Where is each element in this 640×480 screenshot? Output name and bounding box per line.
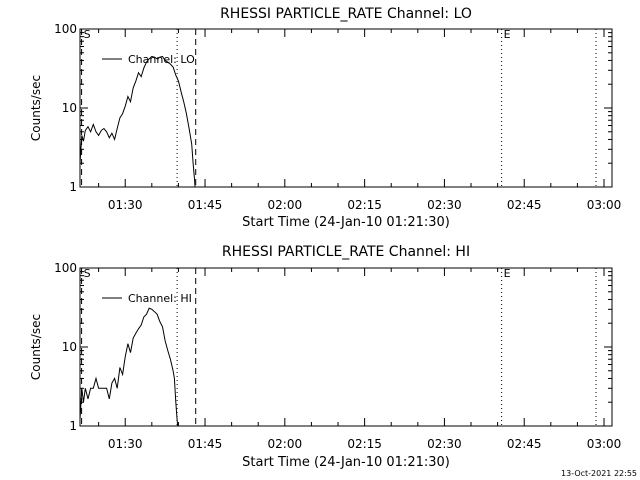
x-tick-label: 02:30	[427, 198, 462, 212]
x-tick-label: 02:30	[427, 437, 462, 451]
y-tick-label: 100	[54, 22, 77, 36]
y-axis-label: Counts/sec	[29, 314, 43, 380]
series-line	[80, 55, 196, 187]
y-axis-label: Counts/sec	[29, 75, 43, 141]
y-tick-label: 10	[62, 340, 77, 354]
chart-title: RHESSI PARTICLE_RATE Channel: HI	[222, 244, 470, 260]
time-marker-label: S	[84, 267, 91, 280]
x-tick-label: 02:45	[507, 198, 542, 212]
time-marker-label: S	[84, 28, 91, 41]
y-tick-label: 100	[54, 261, 77, 275]
x-tick-label: 01:30	[108, 437, 143, 451]
x-tick-label: 03:00	[587, 437, 622, 451]
chart-panel-2: RHESSI PARTICLE_RATE Channel: HI 01:30 01:…	[29, 244, 621, 470]
x-tick-label: 03:00	[587, 198, 622, 212]
x-tick-label: 02:00	[268, 437, 303, 451]
x-axis-label: Start Time (24-Jan-10 01:21:30)	[242, 455, 450, 470]
x-tick-label: 01:45	[188, 437, 223, 451]
x-tick-label: 02:45	[507, 437, 542, 451]
series-line	[80, 307, 179, 426]
chart-title: RHESSI PARTICLE_RATE Channel: LO	[220, 6, 472, 22]
x-tick-label: 01:45	[188, 198, 223, 212]
legend-label: Channel: LO	[128, 53, 195, 66]
chart-panel-1: RHESSI PARTICLE_RATE Channel: LO 01:30 01:…	[29, 6, 621, 230]
x-tick-label: 02:15	[347, 198, 382, 212]
time-marker-label: E	[504, 28, 511, 41]
y-tick-label: 1	[69, 419, 77, 433]
x-tick-label: 01:30	[108, 198, 143, 212]
legend-label: Channel: HI	[128, 292, 192, 305]
x-tick-label: 02:15	[347, 437, 382, 451]
y-tick-label: 1	[69, 180, 77, 194]
x-tick-label: 02:00	[268, 198, 303, 212]
x-axis-label: Start Time (24-Jan-10 01:21:30)	[242, 215, 450, 230]
y-tick-label: 10	[62, 101, 77, 115]
footer-timestamp: 13-Oct-2021 22:55	[561, 469, 637, 478]
time-marker-label: E	[504, 267, 511, 280]
